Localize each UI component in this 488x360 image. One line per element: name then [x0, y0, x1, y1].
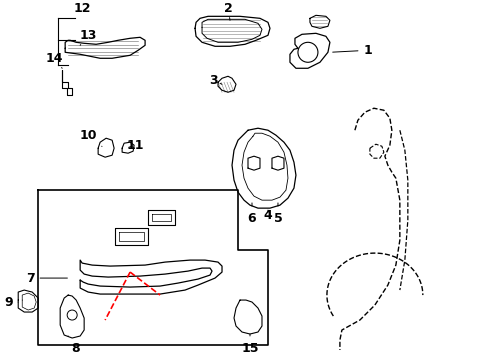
Text: 5: 5 [273, 203, 282, 225]
Text: 7: 7 [26, 271, 67, 284]
Text: 4: 4 [263, 209, 272, 222]
Text: 12: 12 [73, 2, 91, 15]
Text: 3: 3 [208, 74, 222, 87]
Text: 1: 1 [332, 44, 371, 57]
Text: 2: 2 [223, 2, 232, 20]
Text: 10: 10 [79, 129, 102, 147]
Text: 14: 14 [45, 52, 63, 68]
Text: 6: 6 [247, 203, 256, 225]
Text: 13: 13 [79, 29, 97, 45]
Text: 8: 8 [68, 336, 80, 355]
Text: 15: 15 [241, 334, 258, 355]
Text: 11: 11 [126, 139, 143, 152]
Text: 9: 9 [4, 296, 18, 309]
